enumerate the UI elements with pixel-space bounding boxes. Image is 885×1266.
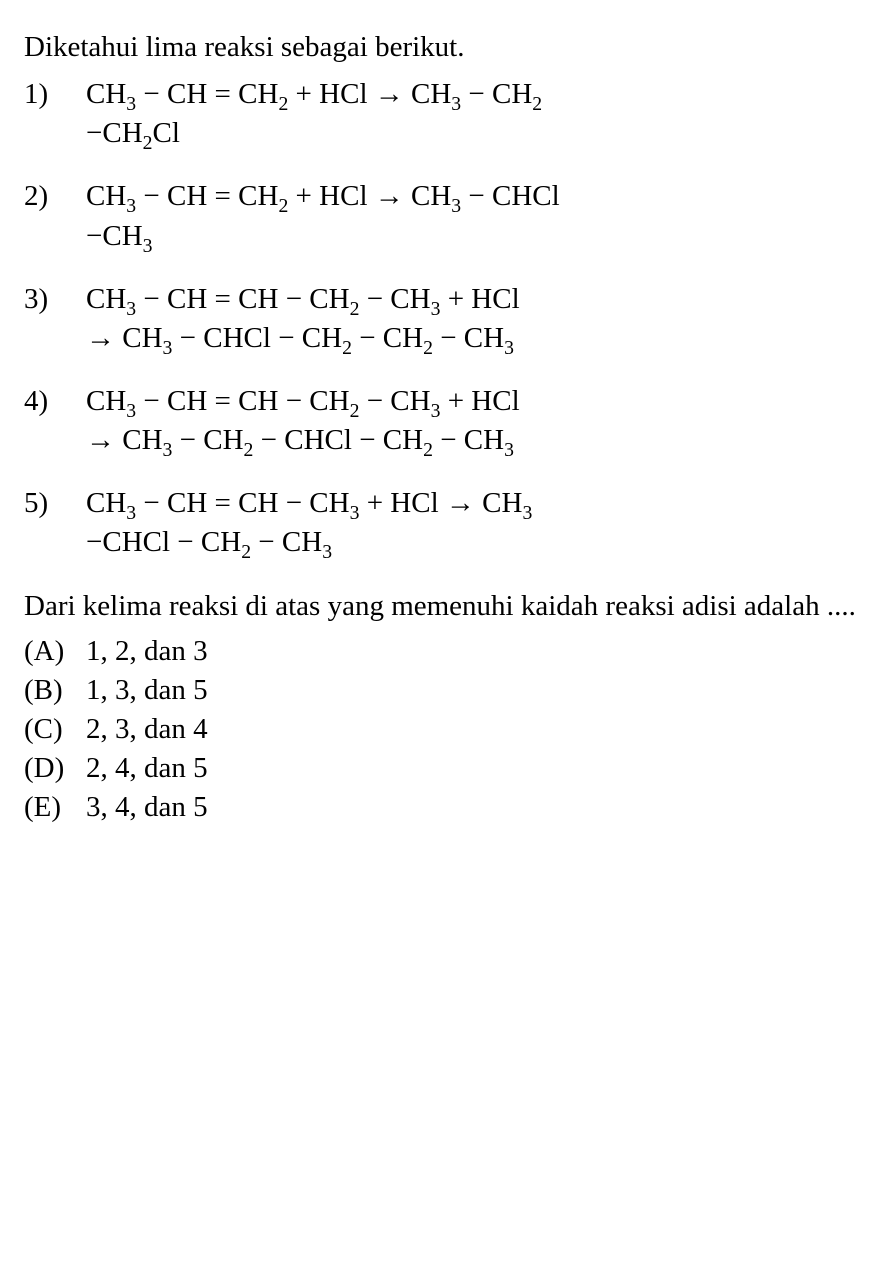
option-text: 1, 3, dan 5	[86, 671, 208, 710]
intro-text: Diketahui lima reaksi sebagai berikut.	[24, 28, 861, 67]
reaction-number: 2)	[24, 177, 86, 216]
option-text: 2, 3, dan 4	[86, 710, 208, 749]
reaction-line: CH3 − CH = CH2 + HCl → CH3 − CHCl	[86, 177, 861, 216]
reaction-body: CH3 − CH = CH − CH2 − CH3 + HCl→ CH3 − C…	[86, 280, 861, 358]
reaction-line: → CH3 − CH2 − CHCl − CH2 − CH3	[86, 421, 861, 460]
option-text: 1, 2, dan 3	[86, 632, 208, 671]
option-label: (E)	[24, 788, 86, 827]
option-item[interactable]: (B)1, 3, dan 5	[24, 671, 861, 710]
option-label: (D)	[24, 749, 86, 788]
reaction-item: 5)CH3 − CH = CH − CH3 + HCl → CH3−CHCl −…	[24, 484, 861, 562]
reaction-body: CH3 − CH = CH2 + HCl → CH3 − CHCl−CH3	[86, 177, 861, 255]
reaction-body: CH3 − CH = CH − CH2 − CH3 + HCl→ CH3 − C…	[86, 382, 861, 460]
arrow-icon: →	[375, 180, 404, 212]
reaction-line: CH3 − CH = CH − CH2 − CH3 + HCl	[86, 280, 861, 319]
arrow-icon: →	[446, 487, 475, 519]
closing-text: Dari kelima reaksi di atas yang memenuhi…	[24, 587, 861, 626]
arrow-icon: →	[375, 78, 404, 110]
reaction-item: 4)CH3 − CH = CH − CH2 − CH3 + HCl→ CH3 −…	[24, 382, 861, 460]
option-item[interactable]: (D)2, 4, dan 5	[24, 749, 861, 788]
option-label: (C)	[24, 710, 86, 749]
reaction-body: CH3 − CH = CH2 + HCl → CH3 − CH2−CH2Cl	[86, 75, 861, 153]
option-item[interactable]: (C)2, 3, dan 4	[24, 710, 861, 749]
option-label: (A)	[24, 632, 86, 671]
reaction-line: −CH2Cl	[86, 114, 861, 153]
reaction-number: 5)	[24, 484, 86, 523]
reaction-number: 1)	[24, 75, 86, 114]
reaction-body: CH3 − CH = CH − CH3 + HCl → CH3−CHCl − C…	[86, 484, 861, 562]
arrow-icon: →	[86, 322, 115, 354]
reaction-item: 2)CH3 − CH = CH2 + HCl → CH3 − CHCl−CH3	[24, 177, 861, 255]
reaction-line: CH3 − CH = CH − CH2 − CH3 + HCl	[86, 382, 861, 421]
reaction-line: −CH3	[86, 217, 861, 256]
reaction-line: −CHCl − CH2 − CH3	[86, 523, 861, 562]
option-label: (B)	[24, 671, 86, 710]
reaction-item: 1)CH3 − CH = CH2 + HCl → CH3 − CH2−CH2Cl	[24, 75, 861, 153]
option-text: 2, 4, dan 5	[86, 749, 208, 788]
reactions-list: 1)CH3 − CH = CH2 + HCl → CH3 − CH2−CH2Cl…	[24, 75, 861, 562]
reaction-number: 3)	[24, 280, 86, 319]
reaction-line: CH3 − CH = CH − CH3 + HCl → CH3	[86, 484, 861, 523]
reaction-line: CH3 − CH = CH2 + HCl → CH3 − CH2	[86, 75, 861, 114]
option-item[interactable]: (A)1, 2, dan 3	[24, 632, 861, 671]
reaction-line: → CH3 − CHCl − CH2 − CH2 − CH3	[86, 319, 861, 358]
options-list: (A)1, 2, dan 3(B)1, 3, dan 5(C)2, 3, dan…	[24, 632, 861, 828]
option-item[interactable]: (E)3, 4, dan 5	[24, 788, 861, 827]
reaction-item: 3)CH3 − CH = CH − CH2 − CH3 + HCl→ CH3 −…	[24, 280, 861, 358]
reaction-number: 4)	[24, 382, 86, 421]
arrow-icon: →	[86, 424, 115, 456]
option-text: 3, 4, dan 5	[86, 788, 208, 827]
